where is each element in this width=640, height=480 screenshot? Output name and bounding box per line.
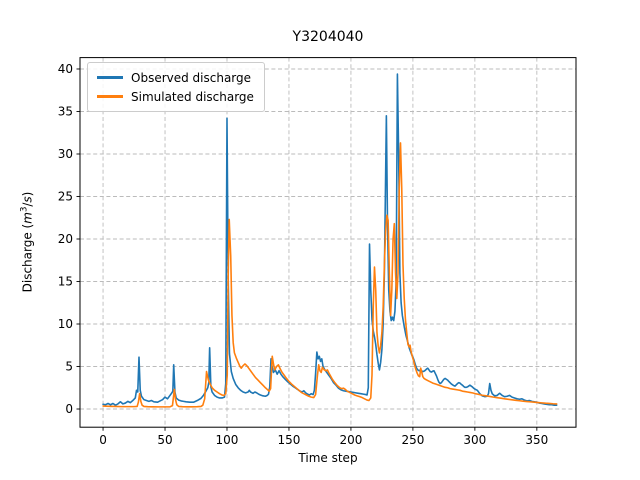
y-tick-label-35: 35 <box>58 104 73 118</box>
x-tick-label-0: 0 <box>99 433 107 447</box>
x-tick-label-150: 150 <box>278 433 301 447</box>
legend-label-simulated: Simulated discharge <box>131 89 254 104</box>
x-tick-label-250: 250 <box>401 433 424 447</box>
y-tick-label-5: 5 <box>65 360 73 374</box>
x-tick-label-200: 200 <box>339 433 362 447</box>
legend-label-observed: Observed discharge <box>131 70 252 85</box>
y-axis-label-slash: / <box>20 202 35 207</box>
legend-entry-simulated: Simulated discharge <box>97 87 254 106</box>
simulated-series-line <box>102 142 558 408</box>
x-tick-label-350: 350 <box>525 433 548 447</box>
observed-line-swatch <box>97 76 123 79</box>
series-group <box>102 73 558 408</box>
y-axis-label-math-m: m <box>20 212 35 224</box>
y-tick-label-10: 10 <box>58 317 73 331</box>
x-tick-label-300: 300 <box>463 433 486 447</box>
observed-series-line <box>102 73 558 406</box>
ticks: 0 50 100 150 200 250 300 350 0 5 10 15 20 25 30 35 40 <box>58 62 549 447</box>
y-tick-label-0: 0 <box>65 402 73 416</box>
legend: Observed discharge Simulated discharge <box>87 62 265 112</box>
y-axis-label-close: ) <box>20 191 35 197</box>
x-tick-label-100: 100 <box>216 433 239 447</box>
y-tick-label-40: 40 <box>58 62 73 76</box>
chart-title: Y3204040 <box>292 29 364 45</box>
y-axis-label-math-s: s <box>20 196 35 203</box>
legend-entry-observed: Observed discharge <box>97 68 254 87</box>
x-axis-label: Time step <box>298 451 358 465</box>
plot-border <box>79 57 577 428</box>
y-axis-label: Discharge (m3/s) <box>20 192 35 293</box>
x-tick-label-50: 50 <box>157 433 172 447</box>
simulated-line-swatch <box>97 95 123 98</box>
y-axis-label-exponent: 3 <box>19 206 30 213</box>
y-tick-label-15: 15 <box>58 275 73 289</box>
y-tick-label-20: 20 <box>58 232 73 246</box>
y-tick-label-30: 30 <box>58 147 73 161</box>
y-axis-label-text: Discharge ( <box>20 223 35 293</box>
y-tick-label-25: 25 <box>58 189 73 203</box>
